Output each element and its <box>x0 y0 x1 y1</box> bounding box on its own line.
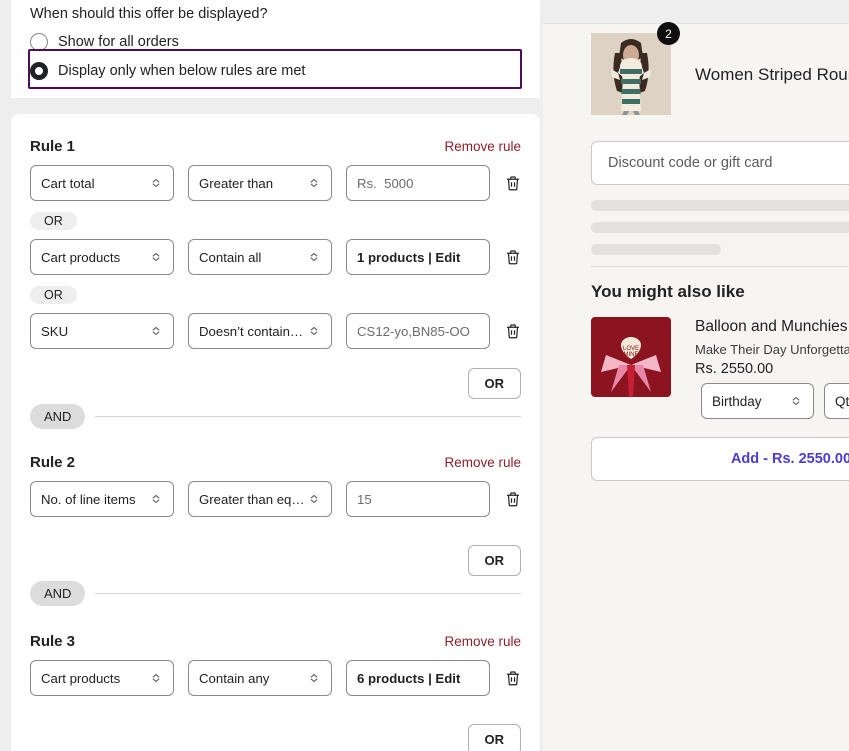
svg-text:MINE: MINE <box>624 352 639 358</box>
